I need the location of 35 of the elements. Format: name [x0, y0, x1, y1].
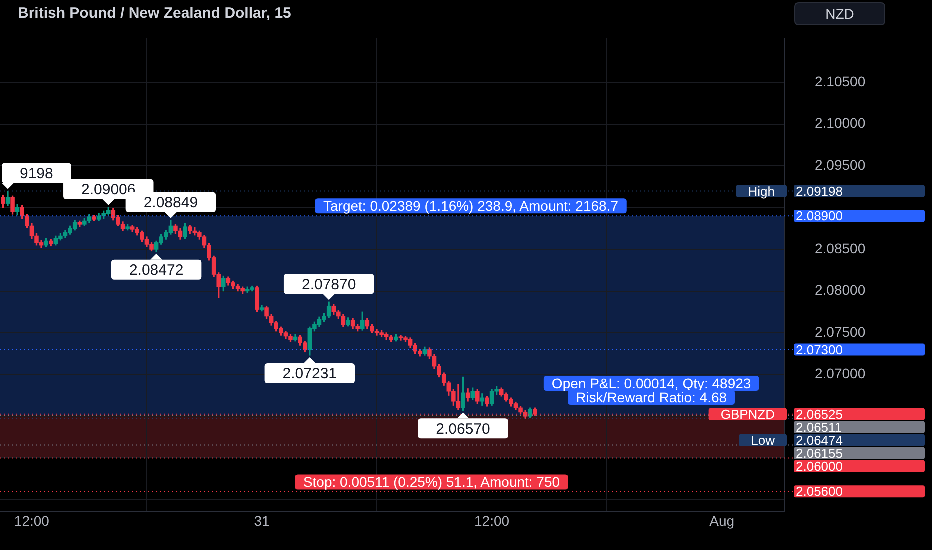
ref-line-label: 2.05600 [796, 484, 843, 500]
annotation: 2.06570 [436, 420, 490, 438]
x-tick-label: 12:00 [14, 512, 50, 529]
annotation: 2.08849 [144, 194, 198, 212]
annotation: 2.07870 [302, 276, 356, 294]
y-tick-label: 2.08500 [815, 240, 866, 256]
legend-label: 2.06474 [796, 432, 843, 448]
annotation: Risk/Reward Ratio: 4.68 [576, 389, 728, 406]
x-tick-label: 12:00 [474, 512, 510, 529]
annotation: 2.07231 [282, 366, 338, 383]
x-tick-label: 31 [254, 512, 270, 529]
annotation: Low [751, 432, 776, 448]
ref-line-label: 2.06155 [796, 446, 843, 461]
y-tick-label: 2.09500 [815, 156, 866, 173]
annotation: 2.08472 [129, 262, 184, 280]
x-tick-label: Aug [710, 512, 735, 529]
y-tick-label: 2.10000 [815, 115, 866, 132]
y-tick-label: 2.08000 [815, 282, 866, 298]
ref-line-label: 2.09198 [796, 184, 843, 199]
ref-line-label: 2.08900 [796, 208, 843, 224]
chart-title: British Pound / New Zealand Dollar, 15 [18, 5, 292, 22]
ref-line-label: 2.06000 [796, 458, 843, 474]
annotation: Target: 0.02389 (1.16%) 238.9, Amount: 2168.7 [324, 198, 619, 214]
annotation: GBPNZD [720, 406, 775, 422]
ref-line-label: 2.06525 [796, 406, 843, 422]
annotation: Stop: 0.00511 (0.25%) 51.1, Amount: 750 [303, 474, 560, 490]
annotation: 9198 [20, 165, 54, 182]
y-tick-label: 2.10500 [815, 73, 866, 90]
ref-line-label: 2.06511 [796, 420, 842, 435]
ref-line-label: 2.07300 [796, 342, 843, 358]
annotation: High [748, 184, 776, 199]
y-tick-label: 2.07000 [815, 366, 866, 382]
annotation: 2.09006 [82, 181, 136, 198]
y-axis-title: NZD [826, 6, 854, 22]
y-tick-label: 2.07500 [815, 324, 866, 340]
